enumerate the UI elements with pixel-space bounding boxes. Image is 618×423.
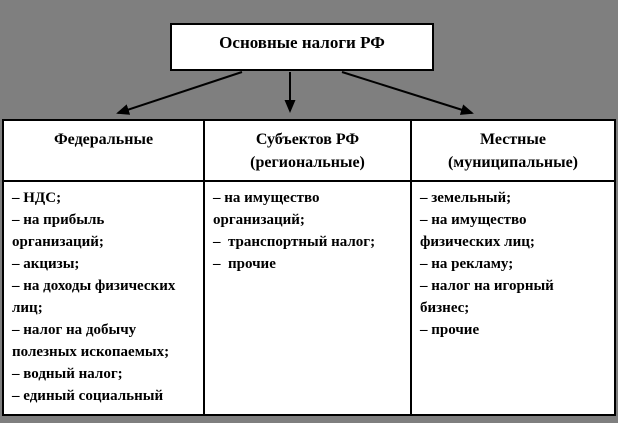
tax-list-item: – транспортный налог; [213, 234, 376, 250]
tax-list-item: – единый социальный налог; [12, 388, 164, 414]
tax-list-item: – земельный; [420, 190, 512, 206]
tax-list-item: – НДС; [12, 190, 62, 206]
column-items-local: – земельный; – на имущество физических ли… [410, 180, 614, 414]
column-items-regional: – на имущество организаций; – транспортны… [203, 180, 410, 414]
tax-list-item: – акцизы; [12, 256, 80, 272]
tax-list-item: – на имущество организаций; [213, 190, 324, 228]
column-items-federal: – НДС; – на прибыль организаций; – акцизы;… [4, 180, 203, 414]
tax-list-item: – на прибыль организаций; [12, 212, 109, 250]
title-box: Основные налоги РФ [170, 23, 434, 71]
tax-list-item: – налог на добычу полезных ископаемых; [12, 322, 170, 360]
tax-list-item: – водный налог; [12, 366, 123, 382]
tax-table: Федеральные Субъектов РФ (региональные) … [2, 119, 616, 416]
tax-list-item: – прочие [420, 322, 480, 338]
column-header-regional: Субъектов РФ (региональные) [203, 121, 410, 180]
tax-list-item: – на рекламу; [420, 256, 514, 272]
arrow-to-federal-icon [116, 71, 243, 115]
column-header-federal: Федеральные [53, 131, 154, 148]
arrow-to-local-icon [341, 71, 474, 115]
diagram-title: Основные налоги РФ [219, 33, 385, 52]
tax-list-item: – на доходы физических лиц; [12, 278, 180, 316]
tax-list-item: – налог на игорный бизнес; [420, 278, 558, 316]
column-header-local: Местные (муниципальные) [410, 121, 614, 180]
tax-list-item: – на имущество физических лиц; [420, 212, 535, 250]
tax-list-item: – прочие [213, 256, 276, 272]
